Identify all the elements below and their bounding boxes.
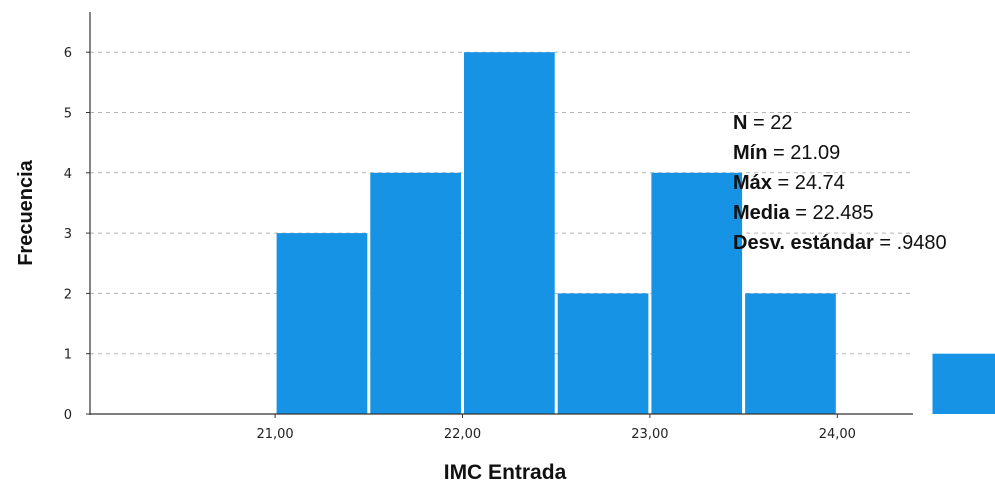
stat-value: 21.09 [790, 142, 841, 164]
statistics-legend: N = 22 Mín = 21.09 Máx = 24.74 Media = 2… [733, 108, 947, 258]
y-axis-title: Frecuencia [15, 159, 37, 265]
y-tick-labels: 0 1 2 3 4 5 6 [64, 46, 90, 423]
stat-value: 24.74 [794, 172, 845, 194]
y-tick-label: 5 [64, 107, 72, 122]
stat-label: Máx [733, 172, 772, 194]
x-tick-label: 22,00 [444, 427, 481, 442]
y-tick-label: 4 [64, 167, 72, 182]
stat-mean: Media = 22.485 [733, 202, 874, 224]
histogram-bar [651, 172, 743, 414]
y-tick-label: 0 [64, 408, 72, 423]
stat-min: Mín = 21.09 [733, 142, 841, 164]
y-tick-label: 1 [64, 348, 72, 363]
y-tick-label: 2 [64, 287, 72, 302]
stat-label: Mín [733, 142, 768, 164]
stat-value: 22.485 [812, 202, 874, 224]
x-tick-label: 24,00 [819, 427, 856, 442]
axes [89, 12, 913, 415]
histogram-bar [370, 172, 461, 414]
stat-label: N [733, 112, 748, 134]
x-tick-label: 23,00 [631, 427, 668, 442]
histogram-bar [276, 233, 368, 414]
stat-stddev: Desv. estándar = .9480 [733, 232, 947, 254]
x-tick-label: 21,00 [256, 427, 293, 442]
y-tick-label: 6 [64, 46, 72, 61]
stat-label: Desv. estándar [733, 232, 874, 254]
stat-value: .9480 [896, 232, 947, 254]
histogram-bar [464, 52, 555, 414]
histogram-bars [276, 52, 995, 414]
stat-label: Media [733, 202, 790, 224]
y-tick-label: 3 [64, 227, 72, 242]
histogram-bar [932, 353, 995, 414]
histogram-bar [557, 293, 649, 414]
stat-value: 22 [770, 112, 793, 134]
stat-n: N = 22 [733, 112, 793, 134]
stat-max: Máx = 24.74 [733, 172, 845, 194]
histogram-bar [745, 293, 836, 414]
x-axis-title: IMC Entrada [444, 461, 567, 484]
